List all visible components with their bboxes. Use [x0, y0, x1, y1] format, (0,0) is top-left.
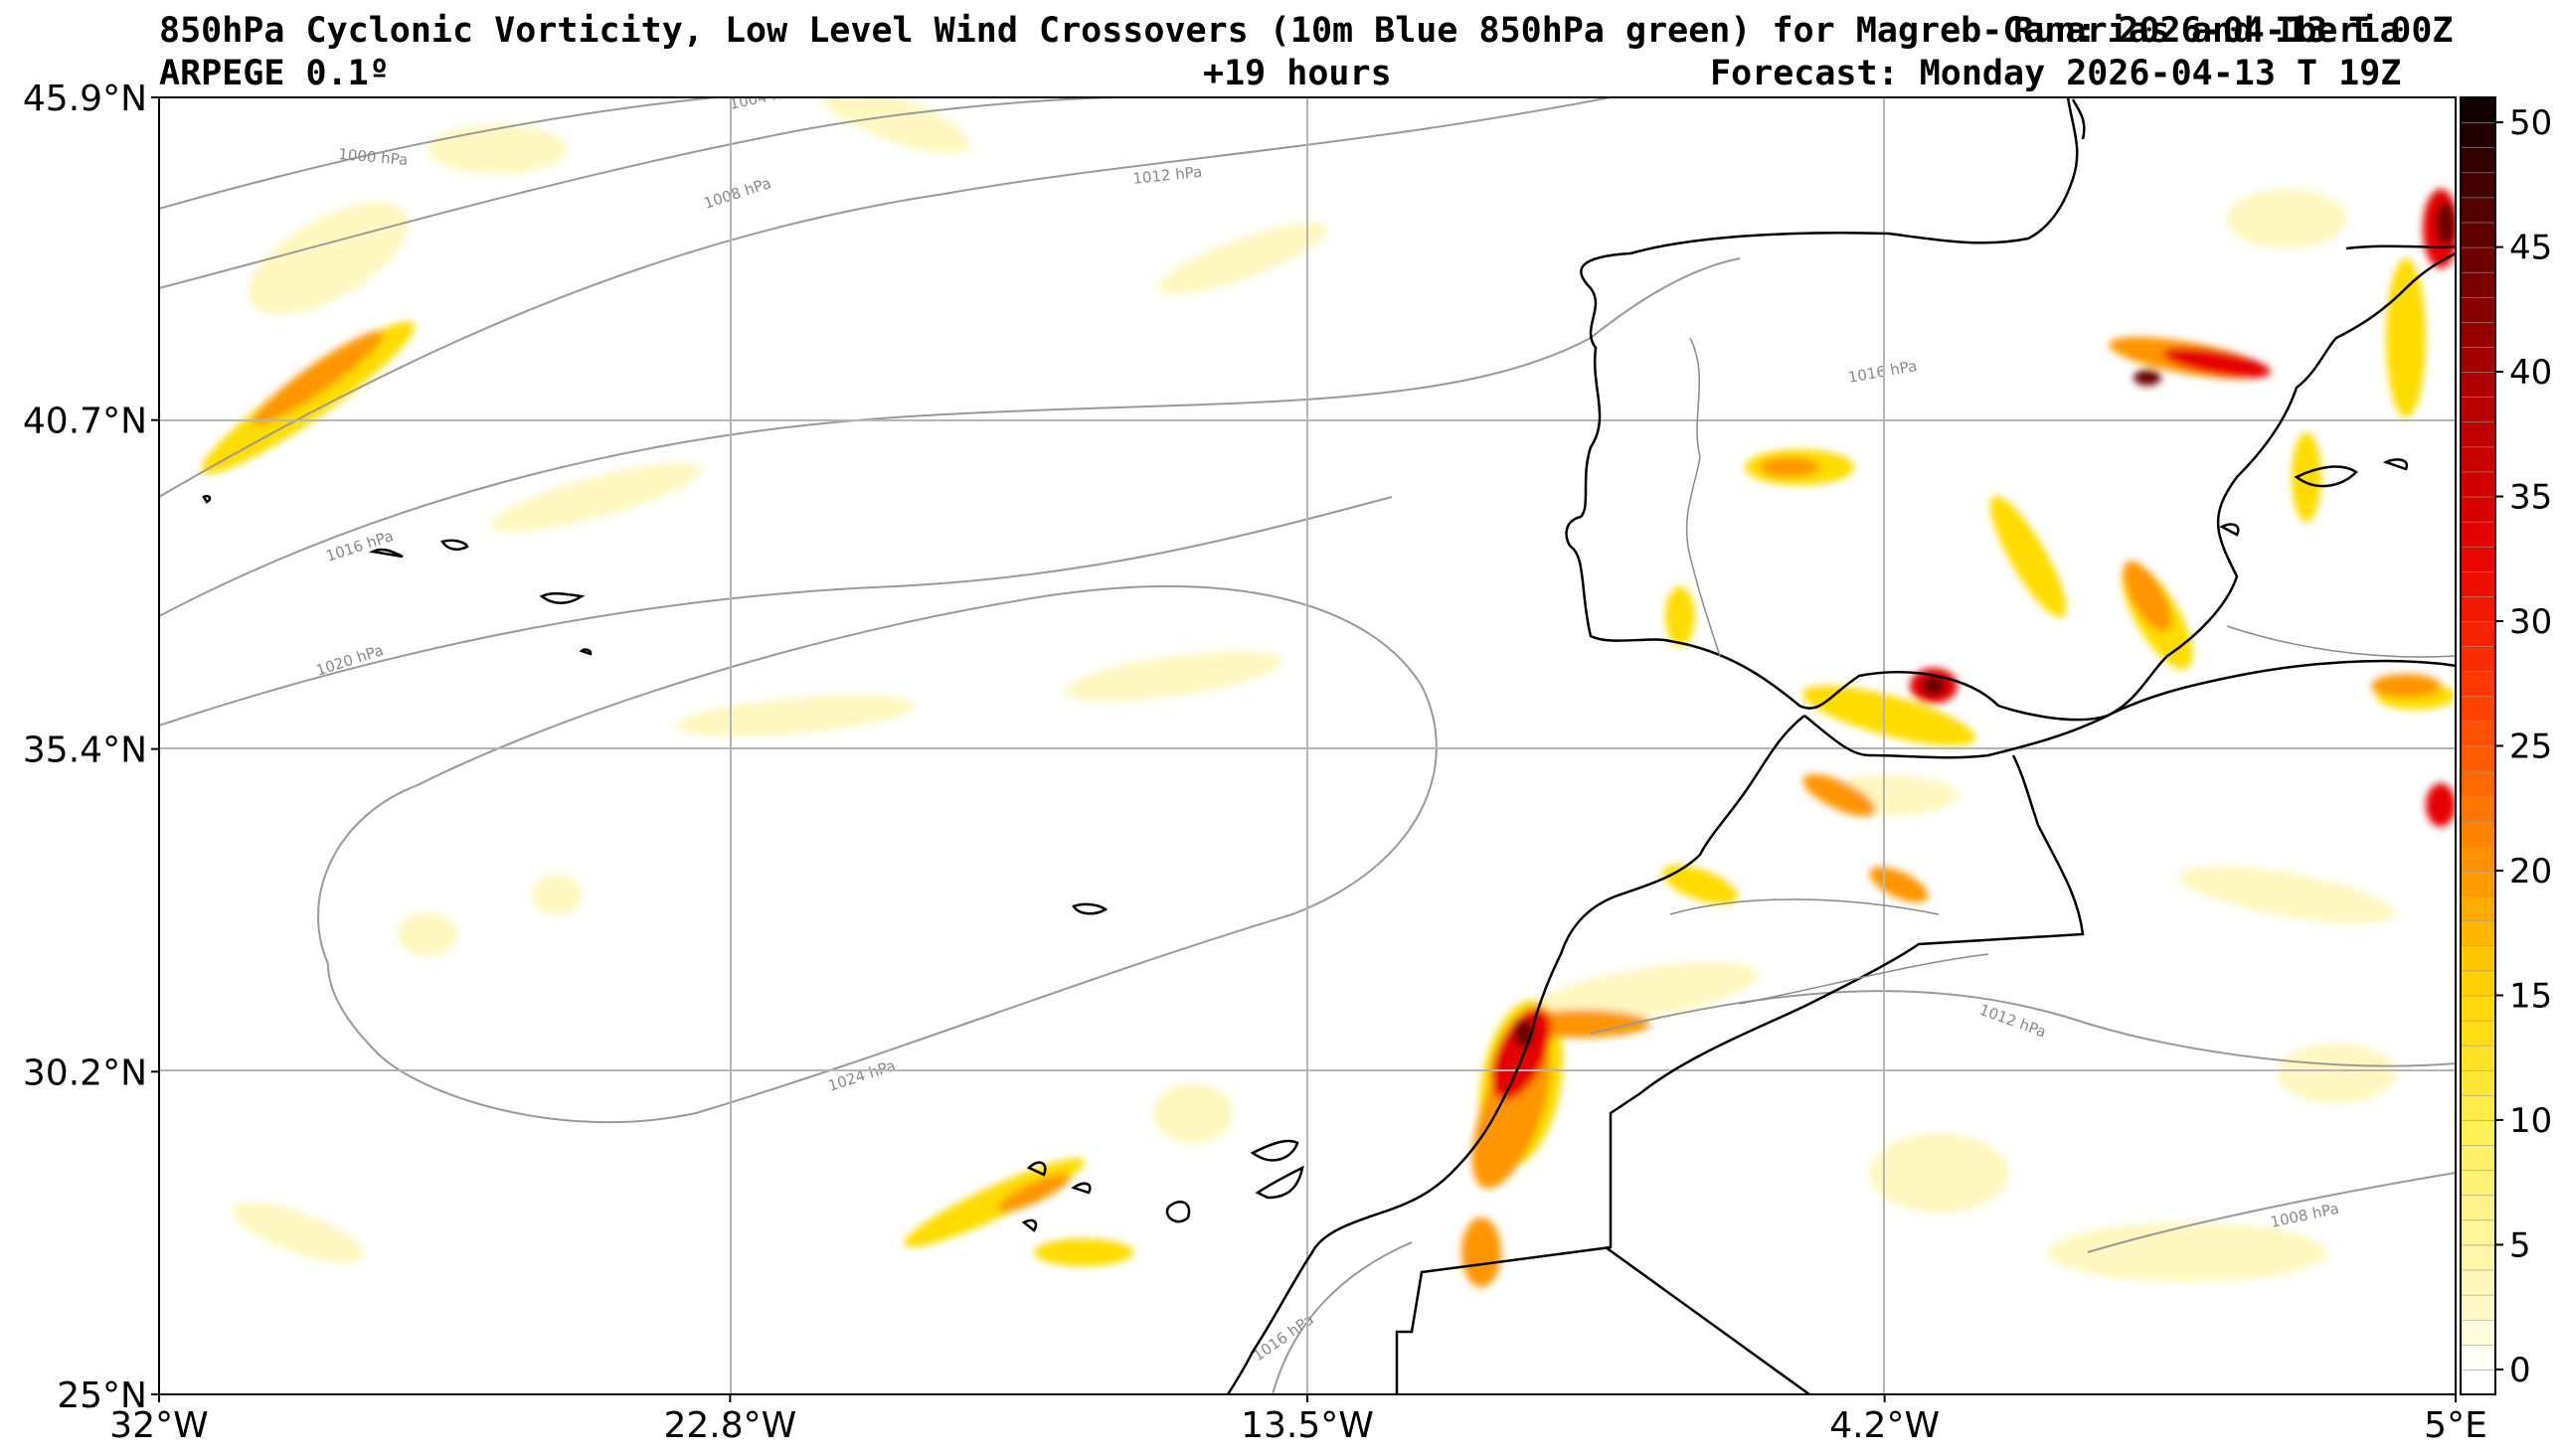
colorbar-swatch [2460, 620, 2496, 647]
colorbar-swatch [2460, 371, 2496, 398]
colorbar-swatch [2460, 1119, 2496, 1146]
colorbar-tick-label: 30 [2509, 602, 2552, 642]
colorbar-swatch [2460, 420, 2496, 448]
colorbar-swatch [2460, 970, 2496, 997]
colorbar-swatch [2460, 721, 2496, 747]
coastlines [202, 97, 2456, 1394]
colorbar-swatch [2460, 1069, 2496, 1096]
colorbar-swatch [2460, 795, 2496, 822]
colorbar-tick-label: 0 [2509, 1351, 2531, 1390]
colorbar-swatch [2460, 1244, 2496, 1271]
colorbar-swatch [2460, 271, 2496, 298]
lat-axis: 45.9°N 40.7°N 35.4°N 30.2°N 25°N [23, 79, 159, 1416]
colorbar-swatch [2460, 696, 2496, 723]
colorbar-tick-label: 40 [2509, 353, 2552, 393]
colorbar-swatch [2460, 770, 2496, 797]
colorbar-tick-label: 50 [2509, 103, 2552, 143]
colorbar-swatch [2460, 1269, 2496, 1296]
colorbar-swatch [2460, 346, 2496, 373]
colorbar-swatch [2460, 820, 2496, 847]
country-borders [1669, 337, 2456, 1005]
colorbar: 0 5 10 15 20 25 30 35 40 45 50 [2460, 96, 2552, 1395]
graticule [159, 97, 2456, 1394]
colorbar-tick-label: 35 [2509, 478, 2552, 518]
colorbar-swatch [2460, 246, 2496, 273]
colorbar-swatch [2460, 1144, 2496, 1171]
colorbar-tick-label: 10 [2509, 1101, 2552, 1141]
colorbar-swatch [2460, 870, 2496, 896]
colorbar-swatch [2460, 121, 2496, 148]
colorbar-swatch [2460, 1369, 2496, 1395]
vorticity-field [201, 97, 2456, 1287]
colorbar-swatch [2460, 845, 2496, 872]
colorbar-swatch [2460, 197, 2496, 224]
colorbar-swatch [2460, 919, 2496, 947]
colorbar-swatch [2460, 471, 2496, 498]
map-title: 850hPa Cyclonic Vorticity, Low Level Win… [159, 11, 2401, 51]
colorbar-swatch [2460, 995, 2496, 1022]
colorbar-swatch [2460, 1294, 2496, 1321]
colorbar-swatch [2460, 496, 2496, 523]
colorbar-swatch [2460, 146, 2496, 174]
lead-time-label: +19 hours [1203, 54, 1392, 93]
colorbar-swatch [2460, 944, 2496, 972]
lat-tick-label: 40.7°N [23, 402, 147, 442]
colorbar-tick-label: 45 [2509, 229, 2552, 268]
colorbar-tick-label: 5 [2509, 1225, 2531, 1265]
colorbar-tick-label: 20 [2509, 852, 2552, 891]
colorbar-swatch [2460, 1020, 2496, 1047]
colorbar-swatch [2460, 745, 2496, 772]
lat-tick-label: 35.4°N [23, 730, 147, 771]
colorbar-swatch [2460, 296, 2496, 323]
colorbar-swatch [2460, 1169, 2496, 1197]
valid-time-label: Forecast: Monday 2026-04-13 T 19Z [1710, 54, 2402, 93]
colorbar-tick-label: 15 [2509, 976, 2552, 1016]
colorbar-swatch [2460, 1194, 2496, 1221]
colorbar-swatch [2460, 222, 2496, 248]
colorbar-swatch [2460, 446, 2496, 473]
colorbar-swatch [2460, 546, 2496, 572]
model-label: ARPEGE 0.1º [159, 54, 390, 93]
colorbar-swatch [2460, 1319, 2496, 1346]
lon-tick-label: 4.2°W [1829, 1405, 1940, 1446]
lat-tick-label: 30.2°N [23, 1052, 147, 1093]
colorbar-swatch [2460, 570, 2496, 597]
colorbar-swatch [2460, 1219, 2496, 1246]
colorbar-swatch [2460, 595, 2496, 622]
lon-tick-label: 5°E [2424, 1405, 2487, 1446]
lon-tick-label: 32°W [109, 1405, 208, 1446]
run-time-label: Run: 2026-04-13 T 00Z [2013, 11, 2454, 51]
colorbar-swatch [2460, 396, 2496, 423]
colorbar-swatch [2460, 521, 2496, 548]
lon-tick-label: 13.5°W [1241, 1405, 1374, 1446]
colorbar-swatch [2460, 645, 2496, 673]
colorbar-swatch [2460, 894, 2496, 921]
colorbar-swatch [2460, 96, 2496, 123]
colorbar-swatch [2460, 670, 2496, 698]
lat-tick-label: 45.9°N [23, 79, 147, 119]
colorbar-swatch [2460, 1094, 2496, 1121]
lon-tick-label: 22.8°W [663, 1405, 796, 1446]
colorbar-swatch [2460, 171, 2496, 199]
colorbar-swatch [2460, 1344, 2496, 1371]
colorbar-swatch [2460, 321, 2496, 348]
lon-axis: 32°W 22.8°W 13.5°W 4.2°W 5°E [109, 1394, 2487, 1446]
colorbar-tick-label: 25 [2509, 728, 2552, 767]
lat-tick-label: 25°N [57, 1375, 147, 1416]
colorbar-swatch [2460, 1045, 2496, 1071]
